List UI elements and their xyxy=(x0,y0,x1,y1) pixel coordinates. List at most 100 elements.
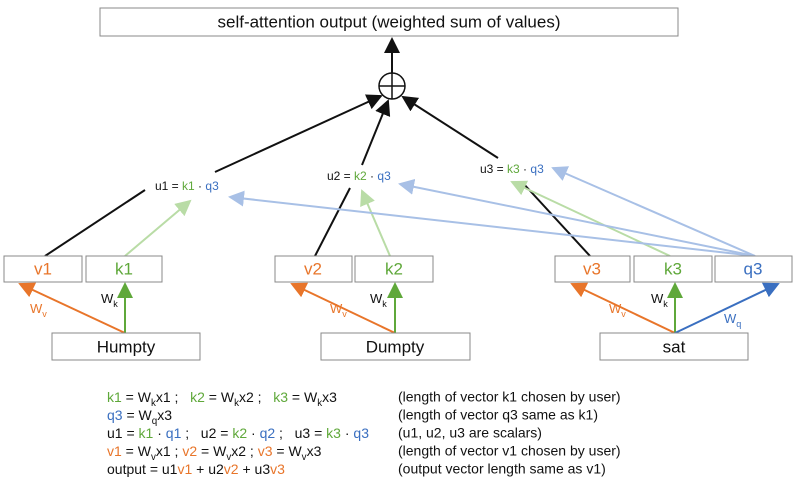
text-part: k xyxy=(151,398,156,409)
text-part: v xyxy=(342,309,347,319)
text-part: q xyxy=(152,416,157,427)
vector: q3 xyxy=(744,259,763,278)
text-part: x3 xyxy=(157,407,172,423)
text-part: · xyxy=(367,169,378,183)
text-part: v xyxy=(621,309,626,319)
text-part: W xyxy=(370,291,383,306)
text-part: x3 xyxy=(307,443,322,459)
text-part: = W xyxy=(122,443,152,459)
text-part: W xyxy=(609,301,622,316)
text-part: v2 xyxy=(182,443,197,459)
weight: Wv xyxy=(330,301,347,319)
text-part: u1 = xyxy=(155,179,182,193)
text-part: = W xyxy=(288,389,318,405)
text-part: x2 ; xyxy=(239,389,273,405)
note: (length of vector q3 same as k1) xyxy=(398,407,598,423)
text-part: v3 xyxy=(258,443,273,459)
note: (output vector length same as v1) xyxy=(398,461,606,477)
text-part: q3 xyxy=(530,162,544,176)
text-part: W xyxy=(651,291,664,306)
text-part: k xyxy=(317,398,322,409)
text-part: v2 xyxy=(224,461,239,477)
weight: Wv xyxy=(609,301,626,319)
text-part: k2 xyxy=(232,425,247,441)
text-part: W xyxy=(724,311,737,326)
text-part: v1 xyxy=(107,443,122,459)
text-part: = W xyxy=(122,389,152,405)
text-part: v3 xyxy=(270,461,285,477)
weight: Wq xyxy=(724,311,741,329)
text-part: v xyxy=(226,452,231,463)
text-part: k1 xyxy=(182,179,195,193)
word-boxes: Humpty Dumpty sat xyxy=(51,332,749,361)
text-part: k xyxy=(113,299,118,309)
sum-node xyxy=(378,72,406,100)
vector: k2 xyxy=(385,259,403,278)
text-part: k2 xyxy=(190,389,205,405)
text-part: q2 xyxy=(260,425,276,441)
text-part: k xyxy=(663,299,668,309)
equation: u1 = k1 · q1 ; u2 = k2 · q2 ; u3 = k3 · … xyxy=(107,425,369,441)
text-part: · xyxy=(247,425,259,441)
weight: Wv xyxy=(30,301,47,319)
note: (u1, u2, u3 are scalars) xyxy=(398,425,542,441)
text-part: output = u1 xyxy=(107,461,178,477)
text-part: k2 xyxy=(354,169,367,183)
text-part: · xyxy=(341,425,353,441)
word: sat xyxy=(663,337,686,356)
equation: q3 = Wqx3 xyxy=(107,407,172,427)
word: Humpty xyxy=(97,337,156,356)
text-part: u3 = xyxy=(480,162,507,176)
score: u2 = k2 · q3 xyxy=(327,169,391,183)
weight: Wk xyxy=(651,291,668,309)
score: u3 = k3 · q3 xyxy=(480,162,544,176)
vector: v3 xyxy=(583,259,601,278)
text-part: W xyxy=(330,301,343,316)
word: Dumpty xyxy=(366,337,425,356)
text-part: q3 xyxy=(353,425,369,441)
weight: Wk xyxy=(370,291,387,309)
text-part: = W xyxy=(197,443,227,459)
vector: v2 xyxy=(304,259,322,278)
text-part: ; u3 = xyxy=(275,425,326,441)
text-part: v xyxy=(302,452,307,463)
text-part: + u2 xyxy=(192,461,224,477)
text-part: + u3 xyxy=(239,461,271,477)
text-part: k1 xyxy=(139,425,154,441)
text-part: v xyxy=(42,309,47,319)
text-part: W xyxy=(30,301,43,316)
text-part: q3 xyxy=(205,179,219,193)
text-part: x3 xyxy=(322,389,337,405)
weight-labels: Wv Wk Wv Wk Wv Wk Wq xyxy=(30,291,741,329)
weight: Wk xyxy=(101,291,118,309)
equations: k1 = Wkx1 ; k2 = Wkx2 ; k3 = Wkx3 q3 = W… xyxy=(107,389,621,477)
text-part: = W xyxy=(205,389,235,405)
text-part: v1 xyxy=(177,461,192,477)
text-part: q3 xyxy=(377,169,391,183)
text-part: · xyxy=(195,179,206,193)
equation: v1 = Wvx1 ; v2 = Wvx2 ; v3 = Wvx3 xyxy=(107,443,322,463)
score: u1 = k1 · q3 xyxy=(155,179,219,193)
equation: k1 = Wkx1 ; k2 = Wkx2 ; k3 = Wkx3 xyxy=(107,389,337,409)
vector: k3 xyxy=(664,259,682,278)
text-part: u1 = xyxy=(107,425,139,441)
note: (length of vector k1 chosen by user) xyxy=(398,389,621,405)
text-part: k3 xyxy=(507,162,520,176)
text-part: = W xyxy=(123,407,153,423)
text-part: v xyxy=(151,452,156,463)
text-part: q1 xyxy=(166,425,182,441)
vector: v1 xyxy=(34,259,52,278)
text-part: ; u2 = xyxy=(181,425,232,441)
text-part: k xyxy=(234,398,239,409)
text-part: k3 xyxy=(273,389,288,405)
text-part: q xyxy=(736,319,741,329)
text-part: = W xyxy=(272,443,302,459)
text-part: · xyxy=(153,425,165,441)
note: (length of vector v1 chosen by user) xyxy=(398,443,621,459)
text-part: · xyxy=(520,162,531,176)
output-label: self-attention output (weighted sum of v… xyxy=(217,12,560,31)
text-part: W xyxy=(101,291,114,306)
text-part: x2 ; xyxy=(231,443,257,459)
text-part: u2 = xyxy=(327,169,354,183)
text-part: k xyxy=(382,299,387,309)
